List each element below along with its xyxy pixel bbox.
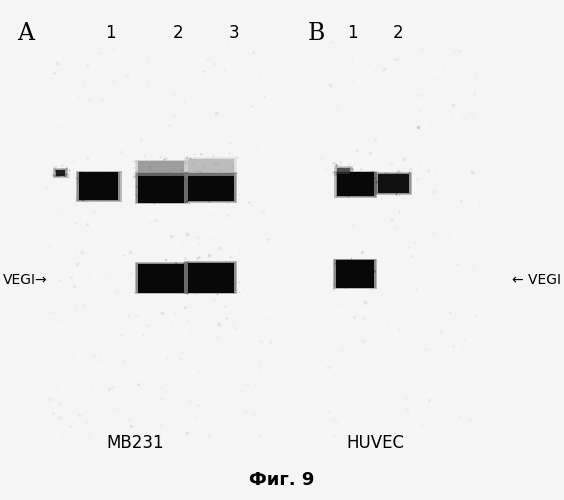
Bar <box>337 168 350 174</box>
Bar <box>55 168 67 176</box>
Text: Фиг. 9: Фиг. 9 <box>249 471 315 489</box>
Bar <box>337 172 374 196</box>
Bar <box>77 172 120 201</box>
Text: 3: 3 <box>229 24 239 42</box>
Bar <box>53 168 68 177</box>
Text: 2: 2 <box>393 24 403 42</box>
Text: ← VEGI: ← VEGI <box>512 273 561 287</box>
Bar <box>188 174 234 201</box>
Bar <box>188 262 234 292</box>
Bar <box>336 260 374 287</box>
Bar <box>76 171 122 202</box>
Text: 2: 2 <box>173 24 183 42</box>
Bar <box>138 174 184 203</box>
Bar <box>374 172 412 195</box>
Text: MB231: MB231 <box>107 434 164 452</box>
Bar <box>184 172 237 203</box>
Text: VEGI→: VEGI→ <box>3 273 47 287</box>
Bar <box>135 160 188 178</box>
Bar <box>378 174 409 193</box>
Bar <box>184 261 237 294</box>
Bar <box>334 166 353 175</box>
Bar <box>334 259 376 288</box>
Bar <box>184 157 237 178</box>
Text: A: A <box>17 22 34 46</box>
Bar <box>136 263 186 293</box>
Text: B: B <box>307 22 325 46</box>
Bar <box>186 158 236 176</box>
Bar <box>138 264 184 292</box>
Bar <box>333 258 377 289</box>
Bar <box>136 160 186 176</box>
Bar <box>188 158 234 176</box>
Bar <box>336 166 351 174</box>
Bar <box>186 262 236 293</box>
Text: 1: 1 <box>347 24 358 42</box>
Bar <box>56 170 65 176</box>
Bar <box>336 172 376 197</box>
Bar <box>136 173 186 203</box>
Bar <box>376 174 411 194</box>
Bar <box>135 172 188 204</box>
Bar <box>138 161 184 176</box>
Bar <box>334 171 377 198</box>
Bar <box>79 172 118 200</box>
Text: 1: 1 <box>105 24 115 42</box>
Bar <box>135 262 188 294</box>
Text: HUVEC: HUVEC <box>346 434 404 452</box>
Bar <box>186 173 236 202</box>
